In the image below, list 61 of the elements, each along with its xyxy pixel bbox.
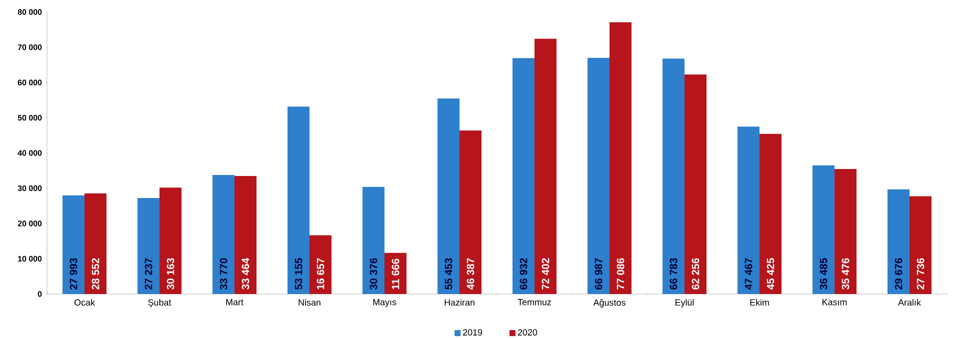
data-label: 47 467 — [744, 258, 752, 290]
data-label: 33 770 — [220, 258, 228, 290]
data-label: 46 387 — [466, 258, 474, 290]
bar — [662, 58, 685, 294]
bar — [288, 106, 310, 294]
data-label: 45 425 — [766, 258, 774, 290]
data-label: 66 783 — [670, 258, 678, 290]
data-label: 62 256 — [692, 258, 700, 290]
data-label: 53 155 — [294, 258, 302, 290]
data-label: 36 485 — [820, 258, 828, 290]
bar — [160, 188, 182, 294]
data-label: 77 086 — [616, 258, 624, 290]
legend-label: 2019 — [463, 329, 482, 336]
bar — [438, 98, 460, 294]
x-tick-label: Nisan — [298, 299, 320, 306]
bar — [888, 189, 910, 294]
x-tick-label: Mayıs — [373, 299, 396, 308]
x-tick-label: Ekim — [750, 299, 769, 306]
bar — [684, 74, 707, 294]
x-tick-label: Haziran — [444, 299, 474, 306]
bar — [460, 130, 482, 294]
data-label: 29 676 — [894, 258, 902, 290]
data-label: 16 657 — [316, 258, 324, 290]
x-tick-label: Temmuz — [518, 299, 551, 306]
data-label: 55 453 — [444, 258, 452, 290]
bar — [738, 126, 760, 294]
bar — [910, 196, 932, 294]
bar — [234, 176, 257, 294]
data-label: 27 993 — [70, 258, 78, 290]
data-label: 27 237 — [144, 258, 152, 290]
data-label: 30 376 — [370, 258, 378, 290]
data-label: 33 464 — [242, 258, 250, 290]
x-tick-label: Ocak — [74, 299, 95, 306]
bar — [310, 235, 332, 294]
bar — [834, 168, 857, 294]
data-label: 35 476 — [842, 258, 850, 290]
bar — [362, 186, 385, 294]
bar — [534, 38, 557, 294]
data-label: 66 987 — [594, 258, 602, 290]
bar — [812, 165, 835, 294]
bar — [84, 193, 106, 294]
data-label: 28 552 — [92, 258, 100, 290]
data-label: 30 163 — [166, 258, 174, 290]
legend-label: 2020 — [518, 329, 538, 336]
x-tick-label: Ağustos — [593, 299, 626, 308]
data-label: 11 666 — [392, 258, 400, 290]
x-tick-label: Mart — [226, 299, 244, 306]
data-label: 72 402 — [542, 258, 550, 290]
x-tick-label: Kasım — [822, 299, 847, 306]
bar — [62, 195, 84, 294]
data-label: 66 932 — [520, 258, 528, 290]
bar — [512, 58, 535, 294]
bar — [610, 22, 632, 294]
x-tick-label: Aralık — [898, 299, 921, 306]
bar — [212, 174, 235, 294]
bar — [760, 134, 782, 294]
x-tick-label: Şubat — [148, 299, 172, 308]
data-label: 27 736 — [916, 258, 924, 290]
bar — [138, 198, 160, 294]
x-tick-label: Eylül — [676, 299, 694, 308]
bar — [588, 58, 610, 294]
